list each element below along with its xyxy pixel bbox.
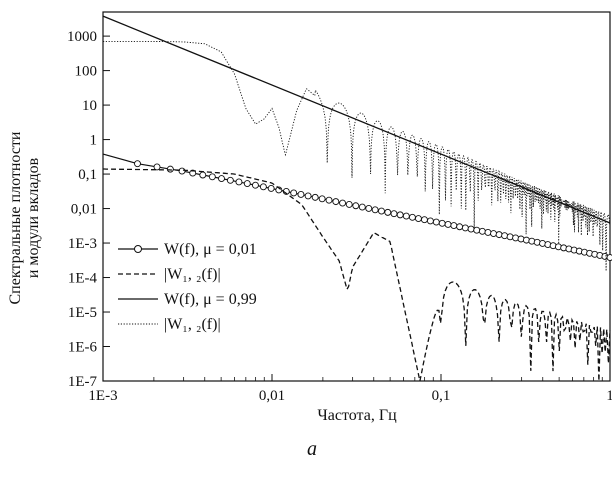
series-solid-circle bbox=[102, 153, 612, 261]
y-tick-label: 0,01 bbox=[71, 202, 97, 218]
series-point bbox=[267, 184, 275, 192]
y-tick-label: 1E-7 bbox=[68, 374, 98, 390]
y-tick-label: 1E-6 bbox=[68, 340, 98, 356]
series-point bbox=[501, 232, 509, 240]
series-point bbox=[390, 210, 398, 218]
y-axis: 1000 100 10 1 0,1 0,01 1E-3 1E-4 1E-5 1E-6 1E-7 bbox=[67, 29, 110, 390]
series-point bbox=[208, 173, 216, 181]
x-tick-label: 0,01 bbox=[259, 388, 285, 404]
series-point bbox=[226, 176, 234, 184]
series-point bbox=[402, 212, 410, 220]
legend-marker bbox=[134, 245, 142, 253]
series-point bbox=[450, 222, 458, 230]
x-tick-label: 0,1 bbox=[432, 388, 451, 404]
series-point bbox=[384, 208, 392, 216]
series-point bbox=[408, 213, 416, 221]
series-point bbox=[606, 254, 612, 261]
series-point bbox=[218, 175, 225, 183]
series-point bbox=[420, 216, 428, 224]
series-point bbox=[438, 219, 446, 227]
x-tick-label: 1 bbox=[606, 388, 612, 404]
series-point bbox=[352, 202, 360, 210]
series-point bbox=[517, 235, 525, 243]
series-point bbox=[426, 217, 434, 225]
x-axis: 1E-3 0,01 0,1 1 bbox=[88, 374, 612, 404]
series-point bbox=[414, 215, 422, 222]
legend-item: W(f), μ = 0,01 bbox=[118, 241, 257, 258]
y-tick-label: 10 bbox=[82, 98, 97, 114]
series-point bbox=[358, 203, 366, 211]
series-dotted bbox=[103, 40, 611, 272]
plot-area bbox=[102, 11, 611, 382]
series-point bbox=[304, 192, 312, 200]
series-point bbox=[235, 178, 243, 186]
series-point bbox=[325, 196, 333, 204]
series-point bbox=[495, 231, 503, 239]
y-tick-label: 1 bbox=[90, 133, 98, 149]
y-tick-label: 1E-4 bbox=[68, 271, 98, 287]
y-axis-title-line-1: Спектральные плотности bbox=[7, 131, 24, 304]
legend: W(f), μ = 0,01 |W₁, ₂(f)| W(f), μ = 0,99 |W… bbox=[118, 241, 257, 333]
series-point bbox=[467, 225, 475, 233]
y-tick-label: 1000 bbox=[67, 29, 97, 45]
y-tick-label: 1E-5 bbox=[68, 305, 97, 321]
y-tick-label: 0,1 bbox=[78, 167, 97, 183]
legend-item: |W₁, ₂(f)| bbox=[118, 266, 221, 283]
series-point bbox=[166, 165, 174, 173]
series-layer bbox=[102, 15, 612, 382]
series-point bbox=[339, 199, 347, 207]
series-line bbox=[103, 168, 611, 382]
series-point bbox=[345, 200, 353, 208]
legend-label: |W₁, ₂(f)| bbox=[164, 266, 221, 283]
panel-label: a bbox=[307, 438, 317, 460]
series-point bbox=[478, 227, 486, 235]
series-point bbox=[461, 224, 469, 232]
series-point bbox=[153, 163, 161, 171]
series-point bbox=[311, 193, 319, 201]
series-point bbox=[332, 198, 340, 206]
plot-frame bbox=[102, 11, 611, 382]
series-point bbox=[506, 233, 514, 241]
series-point bbox=[318, 195, 326, 203]
y-tick-label: 1E-3 bbox=[68, 236, 97, 252]
series-point bbox=[178, 167, 186, 175]
legend-item: |W₁, ₂(f)| bbox=[118, 316, 221, 333]
series-point bbox=[259, 183, 267, 191]
legend-item: W(f), μ = 0,99 bbox=[118, 291, 257, 308]
series-point bbox=[251, 181, 259, 189]
series-point bbox=[444, 220, 452, 228]
y-axis-title-line-2: и модули вкладов bbox=[25, 157, 42, 278]
legend-label: |W₁, ₂(f)| bbox=[164, 316, 221, 333]
series-point bbox=[199, 171, 207, 179]
x-axis-title: Частота, Гц bbox=[317, 407, 397, 424]
legend-label: W(f), μ = 0,99 bbox=[164, 291, 257, 308]
series-point bbox=[396, 211, 404, 219]
series-line bbox=[103, 40, 611, 272]
series-point bbox=[297, 191, 305, 198]
series-point bbox=[371, 206, 379, 214]
series-point bbox=[432, 218, 440, 226]
series-point bbox=[134, 160, 141, 168]
series-point bbox=[290, 189, 298, 197]
series-point bbox=[512, 234, 520, 242]
series-dashed bbox=[103, 168, 611, 382]
series-point bbox=[243, 180, 251, 188]
series-point bbox=[365, 204, 373, 212]
x-tick-label: 1E-3 bbox=[88, 388, 117, 404]
series-point bbox=[456, 223, 464, 231]
series-point bbox=[378, 207, 385, 215]
series-point bbox=[490, 230, 497, 237]
legend-label: W(f), μ = 0,01 bbox=[164, 241, 257, 258]
series-point bbox=[484, 228, 492, 236]
y-tick-label: 100 bbox=[75, 64, 98, 80]
